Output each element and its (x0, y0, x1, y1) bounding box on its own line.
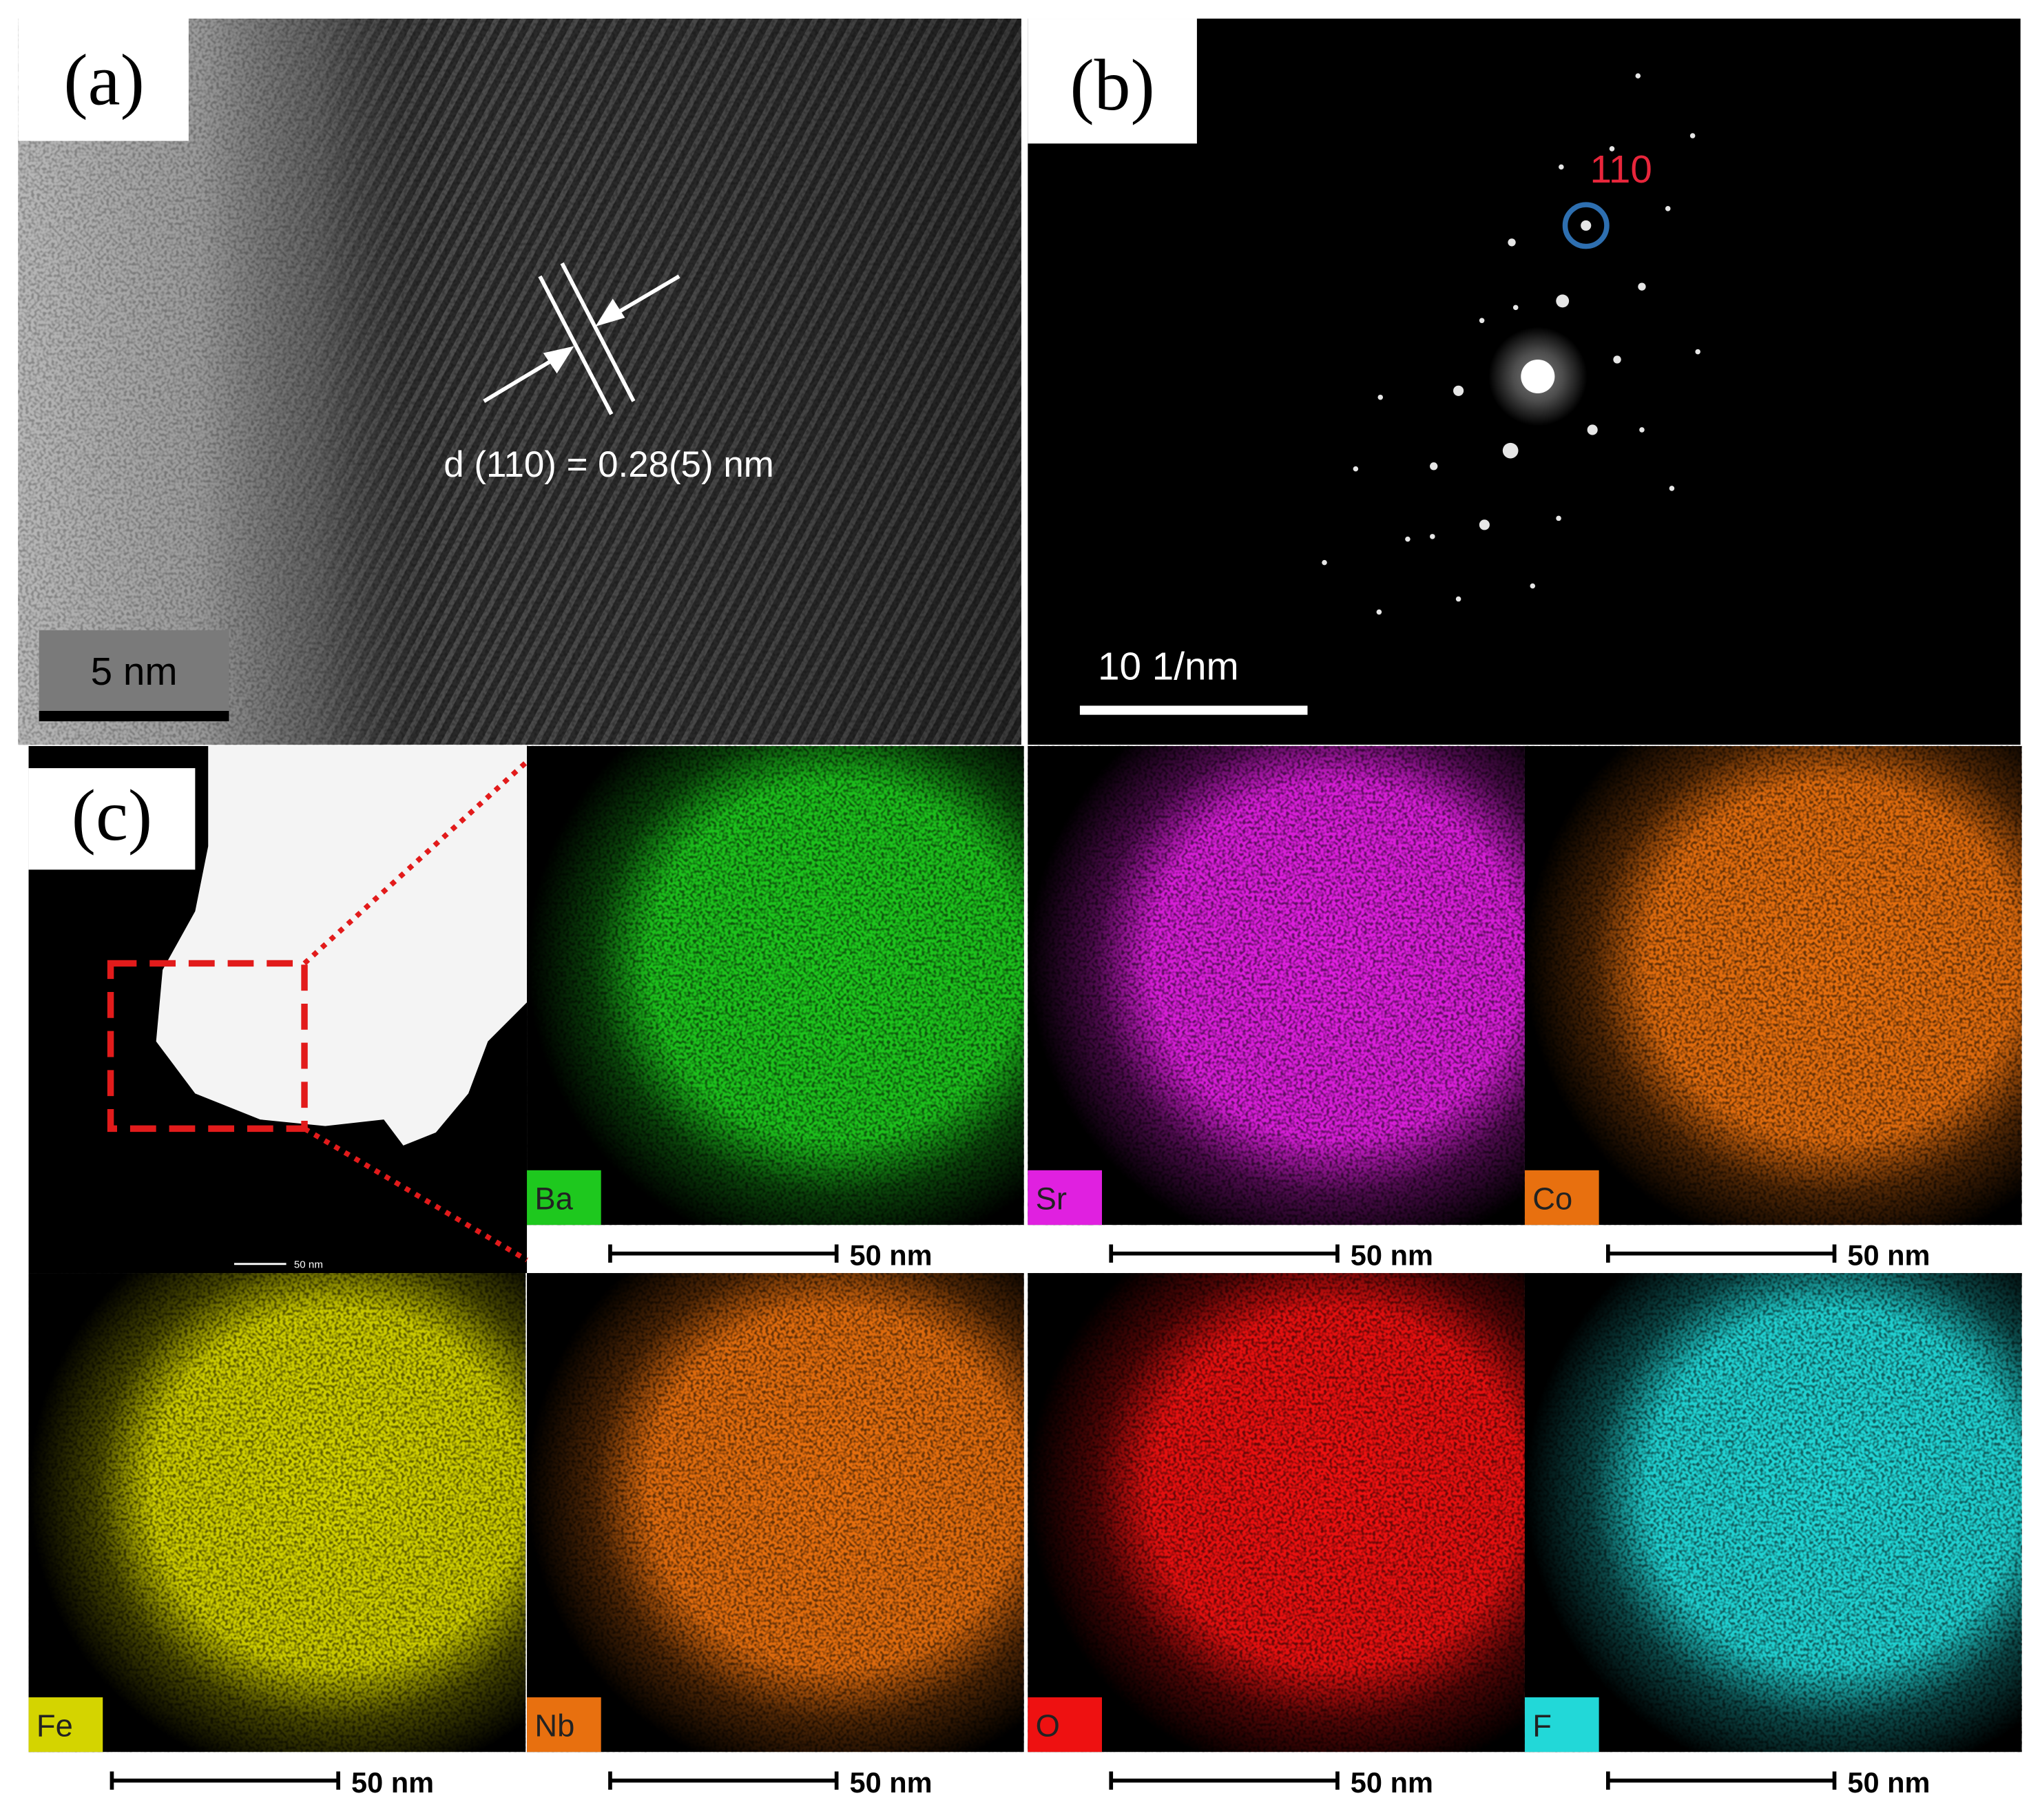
map-noise (1028, 1273, 1525, 1752)
spot-marker (1562, 202, 1610, 249)
scale-bar-label: 50 nm (850, 1766, 933, 1799)
diffraction-spot (1556, 294, 1570, 308)
scale-bar-label: 50 nm (1351, 1239, 1433, 1272)
diffraction-spot (1376, 609, 1382, 615)
panel-label: (c) (72, 775, 152, 856)
diffraction-spot (1639, 427, 1645, 433)
panel-label: (a) (63, 40, 144, 121)
diffraction-spot (1581, 220, 1592, 231)
diffraction-spot (1502, 442, 1519, 459)
diffraction-spot (1430, 462, 1438, 470)
map-noise (1524, 745, 2022, 1226)
spot-label: 110 (1590, 148, 1652, 192)
label-box (18, 19, 189, 141)
element-label-box (527, 1170, 601, 1226)
element-label-box (1524, 1170, 1599, 1226)
scale-bar-box (39, 630, 229, 711)
scale-bar-label: 10 1/nm (1098, 645, 1239, 689)
panel-c-overview: (c) 50 nm (28, 745, 529, 1274)
element-label-box (527, 1697, 601, 1752)
element-label: Fe (37, 1708, 73, 1744)
diffraction-spot (1322, 559, 1327, 566)
diffraction-spot (1512, 304, 1519, 311)
zoom-line (302, 759, 529, 966)
diffraction-spot (1669, 486, 1675, 491)
element-label: Co (1532, 1181, 1572, 1216)
element-label-box (1028, 1697, 1103, 1752)
diffraction-spot (1556, 515, 1561, 521)
diffraction-spot (1559, 164, 1564, 170)
diffraction-spot (1453, 385, 1464, 396)
panel-b: (b) 110 10 1/nm (1028, 19, 2021, 745)
diffraction-spot (1479, 318, 1485, 324)
map-noise (28, 1273, 526, 1752)
element-label-box (1524, 1697, 1599, 1752)
diffraction-spot (1530, 583, 1536, 589)
diffraction-spot (1455, 596, 1461, 602)
scale-bar-label: 50 nm (1847, 1766, 1930, 1799)
label-box (1028, 19, 1197, 144)
diffraction-spot (1377, 394, 1384, 400)
zoom-line (303, 1126, 528, 1263)
element-label: Ba (534, 1181, 573, 1216)
scale-bar (39, 710, 229, 722)
element-label-box (28, 1697, 103, 1752)
diffraction-spot (1479, 519, 1490, 530)
diffraction-spot (1635, 73, 1641, 79)
fringe-marker (483, 262, 680, 415)
d-spacing-annotation: d (110) = 0.28(5) nm (444, 444, 774, 485)
element-label: F (1532, 1708, 1552, 1744)
map-noise (527, 745, 1024, 1226)
element-label: O (1036, 1708, 1060, 1744)
scale-bar-label: 50 nm (850, 1239, 933, 1272)
diffraction-spot (1638, 282, 1646, 291)
overview-scale-bar-label: 50 nm (294, 1259, 323, 1270)
scale-bar-label: 50 nm (1847, 1239, 1930, 1272)
diffraction-spot (1689, 133, 1696, 138)
element-label: Sr (1036, 1181, 1067, 1216)
map-noise (1524, 1273, 2022, 1752)
element-maps: Ba 50 nm Sr 50 nm Co 50 nm Fe 50 nm Nb 50 nm O 50 n… (28, 745, 2022, 1799)
element-label-box (1028, 1170, 1103, 1226)
element-label: Nb (534, 1708, 574, 1744)
label-box (28, 768, 196, 870)
diffraction-spot (1587, 424, 1598, 435)
diffraction-spot (1665, 206, 1671, 211)
diffraction-spot (1353, 466, 1359, 472)
map-noise (1028, 745, 1525, 1226)
scale-bar-label: 5 nm (91, 650, 178, 694)
panel-a: (a) d (110) = 0.28(5) nm 5 nm (18, 19, 1021, 745)
diffraction-spot (1430, 534, 1435, 539)
central-beam (1521, 359, 1555, 394)
diffraction-spot (1613, 355, 1621, 364)
scale-bar-label: 50 nm (1351, 1766, 1433, 1799)
selection-box (107, 960, 308, 1133)
diffraction-spot (1695, 349, 1700, 355)
scale-bar-label: 50 nm (351, 1766, 434, 1799)
diffraction-spot (1508, 238, 1516, 247)
map-noise (527, 1273, 1024, 1752)
diffraction-spot (1405, 536, 1411, 542)
panel-label: (b) (1070, 45, 1154, 125)
scale-bar (1079, 705, 1308, 715)
diffraction-spot (1609, 146, 1615, 152)
particle (156, 745, 528, 1146)
